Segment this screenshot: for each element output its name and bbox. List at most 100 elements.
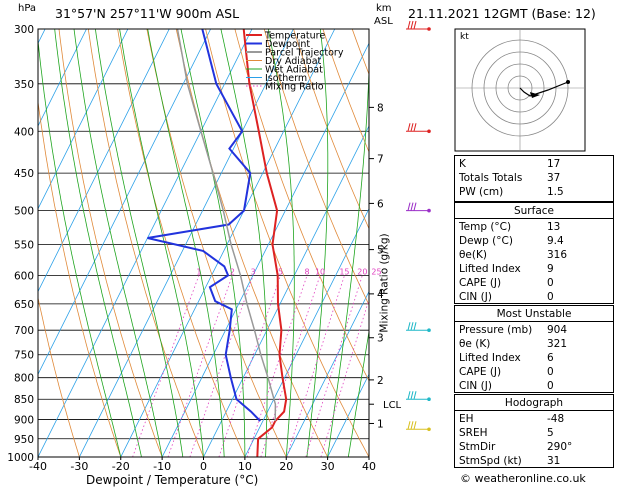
temp-tick-label: 20 [279, 460, 293, 473]
totals-totals-value: 37 [547, 172, 560, 184]
wind-barb-flag [411, 421, 413, 429]
pressure-tick-label: 500 [14, 206, 34, 218]
most-unstable-row-label: CIN (J) [459, 380, 492, 392]
isotherm-line [38, 29, 252, 457]
wind-barb-flag [414, 322, 416, 330]
km-tick-label: 1 [377, 418, 384, 430]
surface-row-value: 0 [547, 291, 554, 303]
km-tick-label: 7 [377, 154, 384, 166]
surface-row-label: CIN (J) [459, 291, 492, 303]
hodograph-kt-label: kt [460, 32, 469, 42]
surface-row-value: 316 [547, 249, 567, 261]
wet-adiabat-line [307, 29, 328, 457]
x-axis-label: Dewpoint / Temperature (°C) [86, 473, 258, 487]
pressure-tick-label: 900 [14, 415, 34, 427]
most-unstable-row-value: 904 [547, 324, 567, 336]
pw-value: 1.5 [547, 186, 564, 198]
mixing-ratio-line [306, 275, 363, 457]
most-unstable-row-value: 0 [547, 380, 554, 392]
hodograph-title: Hodograph [455, 397, 613, 409]
units-km: km [376, 3, 392, 14]
wet-adiabat-line [37, 29, 121, 457]
pressure-tick-label: 750 [14, 350, 34, 362]
hodograph-row-value: -48 [547, 413, 564, 425]
wind-barb-flag [408, 322, 410, 330]
hodograph-row: StmDir 290° [459, 441, 609, 453]
mixing-ratio-line [287, 275, 345, 457]
mixing-ratio-label: 10 [315, 267, 325, 276]
lcl-label: LCL [383, 400, 402, 411]
wind-barb-flag [414, 421, 416, 429]
temp-tick-label: -40 [29, 460, 47, 473]
wind-barb-flag [411, 123, 413, 131]
mixing-ratio-axis-label: Mixing Ratio (g/kg) [379, 233, 391, 332]
units-hpa: hPa [18, 3, 36, 14]
most-unstable-row-value: 321 [547, 338, 567, 350]
mixing-ratio-label: 8 [304, 267, 309, 276]
legend-entry: Mixing Ratio [265, 82, 324, 93]
surface-row: CAPE (J)0 [459, 277, 609, 289]
surface-row-label: θe(K) [459, 249, 487, 261]
surface-row-value: 9 [547, 263, 554, 275]
wind-barb-dot [427, 27, 431, 31]
temp-tick-label: -30 [70, 460, 88, 473]
wind-barb-flag [411, 322, 413, 330]
surface-row-label: Temp (°C) [459, 221, 511, 233]
wind-barb-dot [427, 427, 431, 431]
wind-barb-flag [411, 21, 413, 29]
wind-barb-dot [427, 328, 431, 332]
dry-adiabat-line [59, 29, 162, 457]
k-index-label: K [459, 158, 466, 170]
temp-tick-label: 0 [200, 460, 207, 473]
surface-row-value: 0 [547, 277, 554, 289]
mixing-ratio-label: 15 [339, 267, 349, 276]
pressure-tick-label: 650 [14, 299, 34, 311]
plot-frame [38, 29, 369, 457]
km-tick-label: 8 [377, 102, 384, 114]
pressure-tick-label: 950 [14, 434, 34, 446]
mixing-ratio-label: 5 [278, 267, 283, 276]
pressure-tick-label: 400 [14, 126, 34, 138]
most-unstable-row: CAPE (J)0 [459, 366, 609, 378]
wet-adiabat-line [74, 29, 162, 457]
most-unstable-row-label: CAPE (J) [459, 366, 501, 378]
km-tick-label: 6 [377, 198, 384, 210]
most-unstable-row: Pressure (mb)904 [459, 324, 609, 336]
dry-adiabat-line [118, 29, 245, 457]
pressure-tick-label: 550 [14, 239, 34, 251]
hodograph-row: EH-48 [459, 413, 609, 425]
temp-tick-label: -10 [153, 460, 171, 473]
hodograph-row-label: StmSpd (kt) [459, 455, 522, 467]
datetime-title: 21.11.2021 12GMT (Base: 12) [408, 6, 596, 21]
most-unstable-row-label: θe (K) [459, 338, 490, 350]
surface-row-value: 13 [547, 221, 560, 233]
wind-barb-flag [408, 203, 410, 211]
pressure-tick-label: 600 [14, 270, 34, 282]
k-index-value: 17 [547, 158, 560, 170]
pressure-tick-label: 450 [14, 168, 34, 180]
hodograph-row-value: 31 [547, 455, 560, 467]
wind-barb-flag [414, 123, 416, 131]
wet-adiabat-line [328, 29, 370, 457]
copyright: © weatheronline.co.uk [460, 472, 586, 485]
most-unstable-row-value: 6 [547, 352, 554, 364]
surface-row: CIN (J) 0 [459, 291, 609, 303]
mixing-ratio-label: 2 [230, 267, 235, 276]
wind-barb-flag [414, 203, 416, 211]
km-tick-label: 3 [377, 333, 384, 345]
surface-row-value: 9.4 [547, 235, 564, 247]
hodograph-row-label: StmDir [459, 441, 495, 453]
temp-tick-label: -20 [112, 460, 130, 473]
location-title: 31°57'N 257°11'W 900m ASL [55, 6, 239, 21]
dry-adiabat-line [616, 29, 629, 457]
wind-barb-flag [408, 421, 410, 429]
hodograph-row-value: 290° [547, 441, 572, 453]
hodograph-row-value: 5 [547, 427, 554, 439]
wind-barb-dot [427, 129, 431, 133]
